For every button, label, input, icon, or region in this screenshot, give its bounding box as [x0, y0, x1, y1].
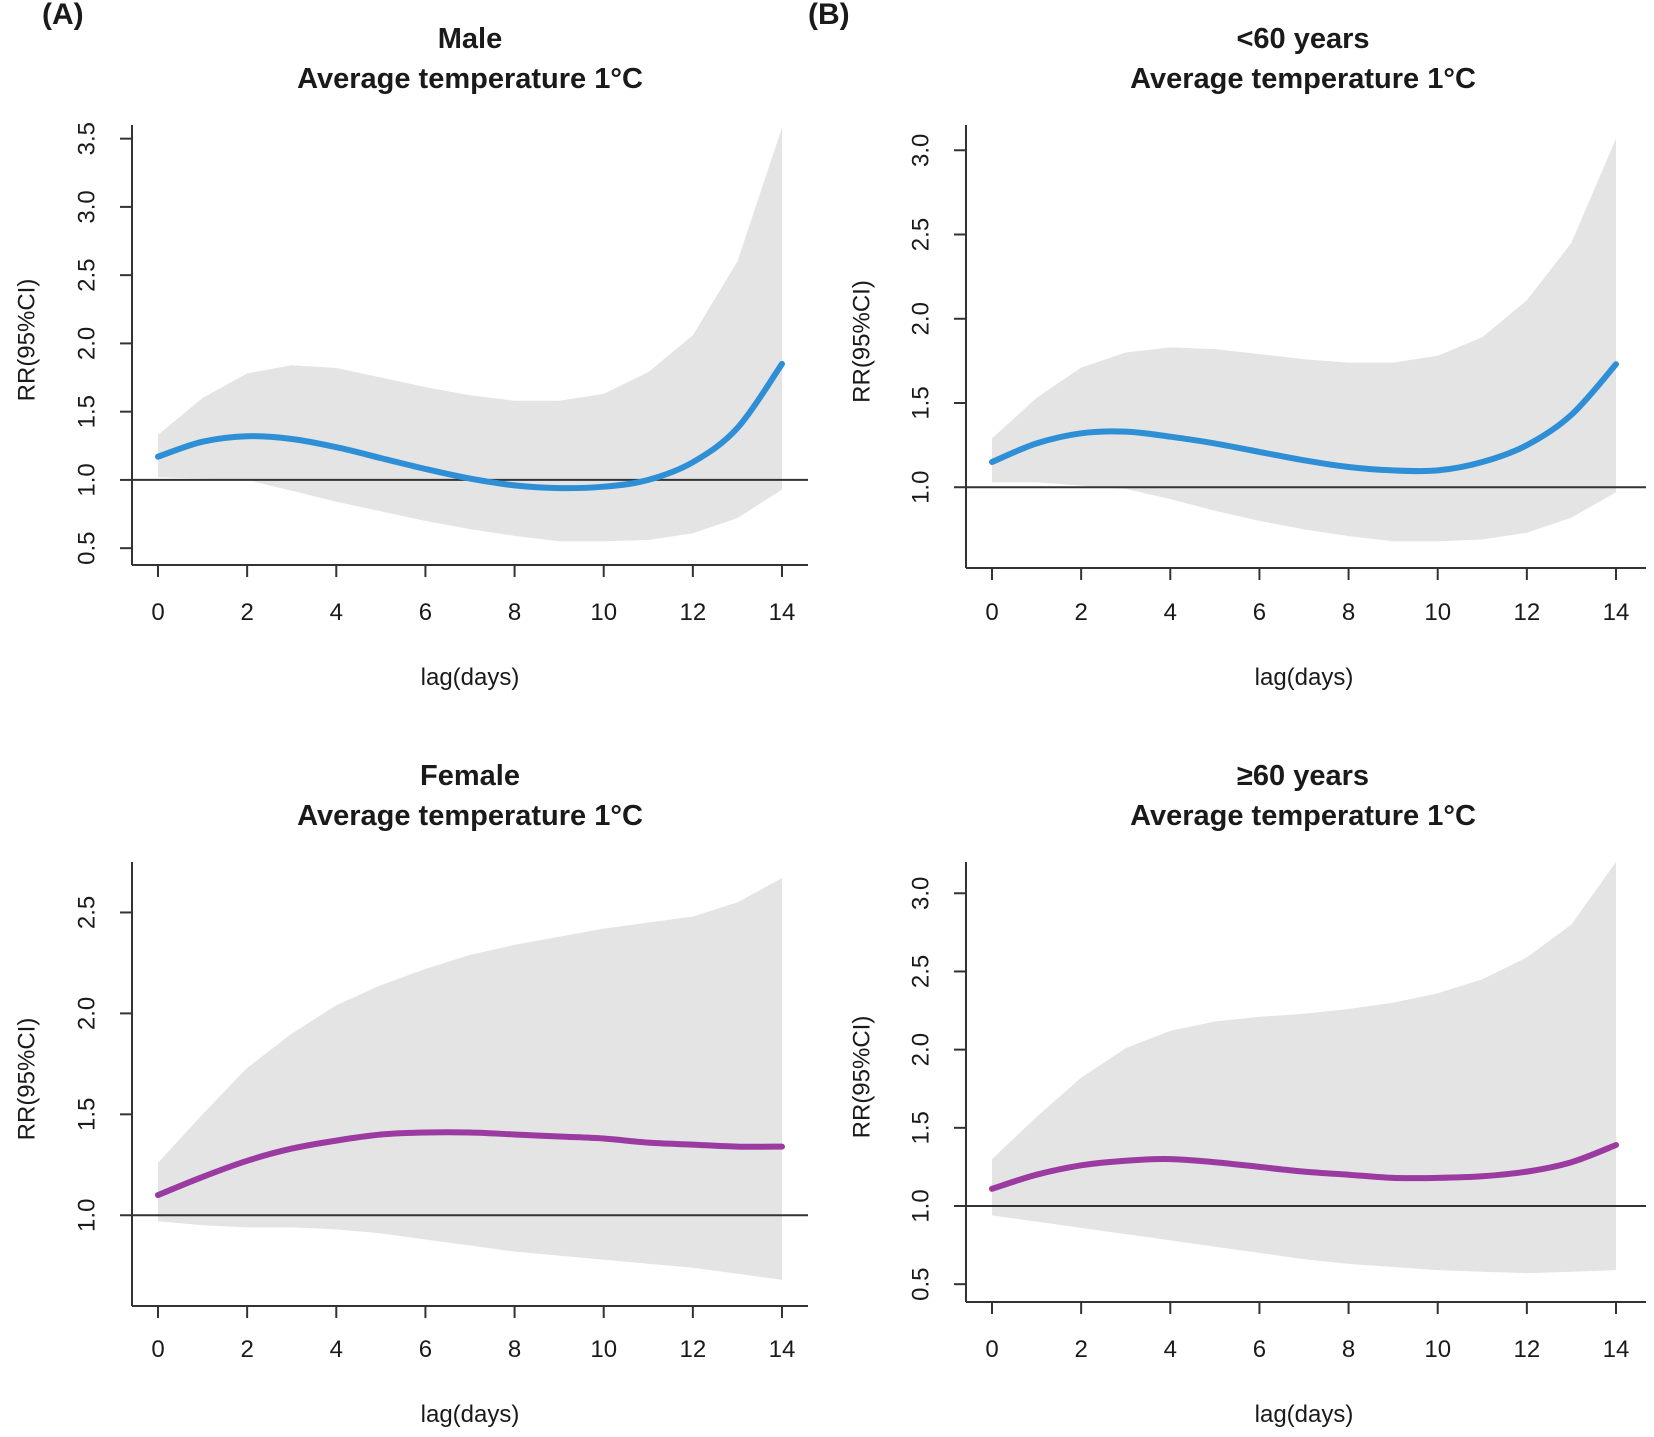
x-tick-label: 8 — [508, 1336, 521, 1363]
y-tick-label: 2.0 — [73, 327, 100, 360]
x-tick-label: 14 — [769, 1336, 796, 1363]
chart-title-line2: Average temperature 1°C — [297, 800, 643, 832]
rr-series-line — [989, 361, 1619, 475]
y-axis-label: RR(95%CI) — [13, 1018, 40, 1141]
x-tick-label: 8 — [508, 599, 521, 626]
y-tick-label: 1.5 — [73, 1098, 100, 1131]
y-axis-label: RR(95%CI) — [13, 279, 40, 402]
y-tick-label: 3.5 — [73, 122, 100, 155]
rr-series-line — [155, 360, 785, 492]
x-tick-label: 4 — [330, 599, 343, 626]
y-axis-label: RR(95%CI) — [848, 1016, 875, 1139]
x-tick-label: 4 — [1164, 599, 1177, 626]
x-tick-label: 0 — [985, 1336, 998, 1363]
y-tick-label: 3.0 — [907, 134, 934, 167]
chart-title-line2: Average temperature 1°C — [1130, 63, 1476, 95]
y-tick-label: 1.5 — [73, 395, 100, 428]
y-tick-label: 1.0 — [73, 1199, 100, 1232]
y-tick-label: 1.5 — [907, 1111, 934, 1144]
x-axis-label: lag(days) — [1255, 664, 1354, 691]
x-tick-label: 4 — [330, 1336, 343, 1363]
x-tick-label: 0 — [985, 599, 998, 626]
x-tick-label: 12 — [1514, 599, 1541, 626]
x-tick-label: 12 — [680, 599, 707, 626]
panel-label-a: (A) — [42, 0, 84, 31]
y-tick-label: 2.0 — [73, 997, 100, 1030]
x-tick-label: 2 — [1074, 599, 1087, 626]
chart-panel-2: <60 years Average temperature 1°C 0 2 4 6 8 10 1… — [848, 23, 1646, 691]
chart-title-line1: ≥60 years — [1237, 760, 1369, 792]
x-tick-label: 2 — [240, 1336, 253, 1363]
y-tick-label: 1.0 — [907, 471, 934, 504]
y-tick-label: 1.0 — [907, 1189, 934, 1222]
chart-title-line2: Average temperature 1°C — [297, 63, 643, 95]
x-tick-label: 4 — [1164, 1336, 1177, 1363]
chart-title-line1: Male — [438, 23, 502, 55]
y-tick-label: 1.5 — [907, 386, 934, 419]
confidence-band — [992, 138, 1616, 542]
x-tick-label: 12 — [680, 1336, 707, 1363]
x-tick-label: 10 — [1424, 1336, 1451, 1363]
confidence-band — [992, 862, 1616, 1274]
chart-panel-3: Female Average temperature 1°C 0 2 4 6 8 10 12 14… — [13, 760, 808, 1428]
y-tick-label: 0.5 — [73, 531, 100, 564]
x-tick-label: 2 — [1074, 1336, 1087, 1363]
x-tick-label: 0 — [151, 599, 164, 626]
x-tick-label: 8 — [1342, 599, 1355, 626]
confidence-band — [158, 878, 782, 1280]
rr-series-line — [155, 1129, 785, 1199]
x-axis-label: lag(days) — [1255, 1401, 1354, 1428]
y-tick-label: 2.5 — [73, 896, 100, 929]
confidence-band — [158, 127, 782, 542]
x-tick-label: 10 — [1424, 599, 1451, 626]
x-tick-label: 10 — [590, 599, 617, 626]
panel-label-b: (B) — [808, 0, 850, 31]
y-tick-label: 3.0 — [907, 877, 934, 910]
x-axis-label: lag(days) — [421, 664, 520, 691]
y-tick-label: 1.0 — [73, 463, 100, 496]
y-axis-label: RR(95%CI) — [848, 280, 875, 403]
chart-title-line1: Female — [420, 760, 520, 792]
y-tick-label: 2.5 — [907, 955, 934, 988]
y-tick-label: 0.5 — [907, 1267, 934, 1300]
y-tick-label: 3.0 — [73, 190, 100, 223]
x-tick-label: 12 — [1514, 1336, 1541, 1363]
x-tick-label: 10 — [590, 1336, 617, 1363]
x-tick-label: 6 — [419, 599, 432, 626]
x-axis-label: lag(days) — [421, 1401, 520, 1428]
y-tick-label: 2.5 — [73, 258, 100, 291]
chart-title-line2: Average temperature 1°C — [1130, 800, 1476, 832]
chart-title-line1: <60 years — [1236, 23, 1369, 55]
y-tick-label: 2.0 — [907, 302, 934, 335]
x-tick-label: 8 — [1342, 1336, 1355, 1363]
chart-panel-4: ≥60 years Average temperature 1°C 0 2 4 6 8 10 1… — [848, 760, 1646, 1428]
y-tick-label: 2.5 — [907, 218, 934, 251]
x-tick-label: 14 — [1603, 599, 1630, 626]
x-tick-label: 0 — [151, 1336, 164, 1363]
chart-panel-1: Male Average temperature 1°C 0 2 4 6 8 10 12 14 0.… — [13, 23, 808, 691]
x-tick-label: 6 — [1253, 599, 1266, 626]
rr-series-line — [989, 1142, 1619, 1192]
y-tick-label: 2.0 — [907, 1033, 934, 1066]
x-tick-label: 14 — [1603, 1336, 1630, 1363]
x-tick-label: 6 — [1253, 1336, 1266, 1363]
x-tick-label: 14 — [769, 599, 796, 626]
x-tick-label: 2 — [240, 599, 253, 626]
x-tick-label: 6 — [419, 1336, 432, 1363]
